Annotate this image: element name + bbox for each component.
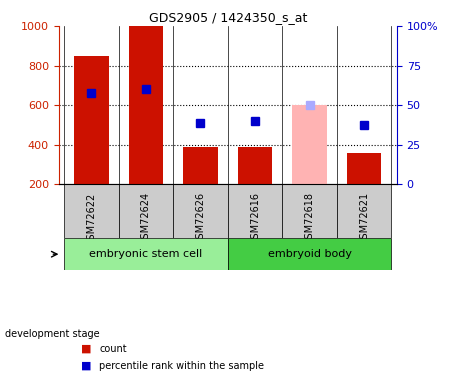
Bar (292, 105, 327, 184)
Bar (238, 147, 272, 184)
FancyBboxPatch shape (119, 184, 173, 238)
FancyBboxPatch shape (173, 184, 228, 238)
Text: count: count (99, 344, 127, 354)
Title: GDS2905 / 1424350_s_at: GDS2905 / 1424350_s_at (148, 11, 307, 24)
Text: percentile rank within the sample: percentile rank within the sample (99, 361, 264, 370)
Text: ■: ■ (81, 344, 92, 354)
Text: ■: ■ (81, 361, 92, 370)
FancyBboxPatch shape (337, 184, 391, 238)
Bar (183, 147, 218, 184)
Text: development stage: development stage (5, 329, 99, 339)
Text: GSM72616: GSM72616 (250, 192, 260, 245)
Bar (347, 153, 382, 184)
FancyBboxPatch shape (64, 238, 228, 270)
Bar (129, 26, 163, 184)
Text: GSM72622: GSM72622 (86, 192, 97, 246)
Bar (74, 56, 109, 184)
Text: GSM72624: GSM72624 (141, 192, 151, 246)
FancyBboxPatch shape (228, 184, 282, 238)
Text: embryonic stem cell: embryonic stem cell (89, 249, 202, 259)
Text: GSM72626: GSM72626 (195, 192, 206, 246)
Text: embryoid body: embryoid body (267, 249, 352, 259)
FancyBboxPatch shape (282, 184, 337, 238)
Text: GSM72618: GSM72618 (304, 192, 315, 245)
FancyBboxPatch shape (64, 184, 119, 238)
FancyBboxPatch shape (228, 238, 391, 270)
Text: GSM72621: GSM72621 (359, 192, 369, 246)
